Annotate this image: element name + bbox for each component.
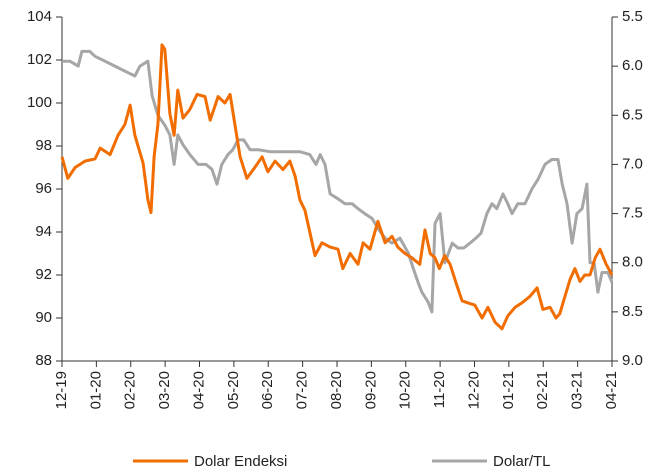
y-tick-label: 98 [35, 137, 52, 154]
x-tick-label: 01-21 [500, 371, 517, 409]
x-tick-label: 11-20 [431, 371, 448, 408]
x-tick-label: 03-20 [156, 371, 173, 409]
y-tick-label: 90 [35, 309, 52, 326]
y-tick-label: 88 [35, 352, 52, 369]
y2-tick-label: 7.0 [622, 155, 643, 172]
y-tick-label: 100 [27, 94, 52, 111]
y2-tick-label: 6.5 [622, 106, 643, 123]
y2-tick-label: 6.0 [622, 57, 643, 74]
y2-tick-label: 5.5 [622, 8, 643, 25]
x-tick-label: 08-20 [328, 371, 345, 409]
x-tick-label: 09-20 [362, 371, 379, 409]
x-tick-label: 03-21 [569, 371, 586, 409]
x-tick-label: 02-20 [122, 371, 139, 409]
x-tick-label: 10-20 [397, 371, 414, 409]
y2-tick-label: 8.0 [622, 254, 643, 271]
legend-label: Dolar/TL [493, 453, 551, 470]
x-tick-label: 12-19 [53, 371, 70, 409]
x-tick-label: 04-20 [190, 371, 207, 409]
legend-label: Dolar Endeksi [194, 453, 287, 470]
x-tick-label: 06-20 [259, 371, 276, 409]
x-tick-label: 05-20 [225, 371, 242, 409]
y2-tick-label: 8.5 [622, 303, 643, 320]
y-tick-label: 104 [27, 8, 52, 25]
y-tick-label: 96 [35, 180, 52, 197]
y2-tick-label: 9.0 [622, 352, 643, 369]
x-tick-label: 01-20 [87, 371, 104, 409]
y2-tick-label: 7.5 [622, 205, 643, 222]
series-line [62, 49, 614, 314]
x-tick-label: 02-21 [534, 371, 551, 409]
x-tick-label: 12-20 [465, 371, 482, 409]
y-tick-label: 92 [35, 266, 52, 283]
y-tick-label: 94 [35, 223, 52, 240]
y-tick-label: 102 [27, 51, 52, 68]
x-tick-label: 07-20 [294, 371, 311, 409]
series-line [60, 43, 614, 331]
x-tick-label: 04-21 [603, 371, 620, 409]
